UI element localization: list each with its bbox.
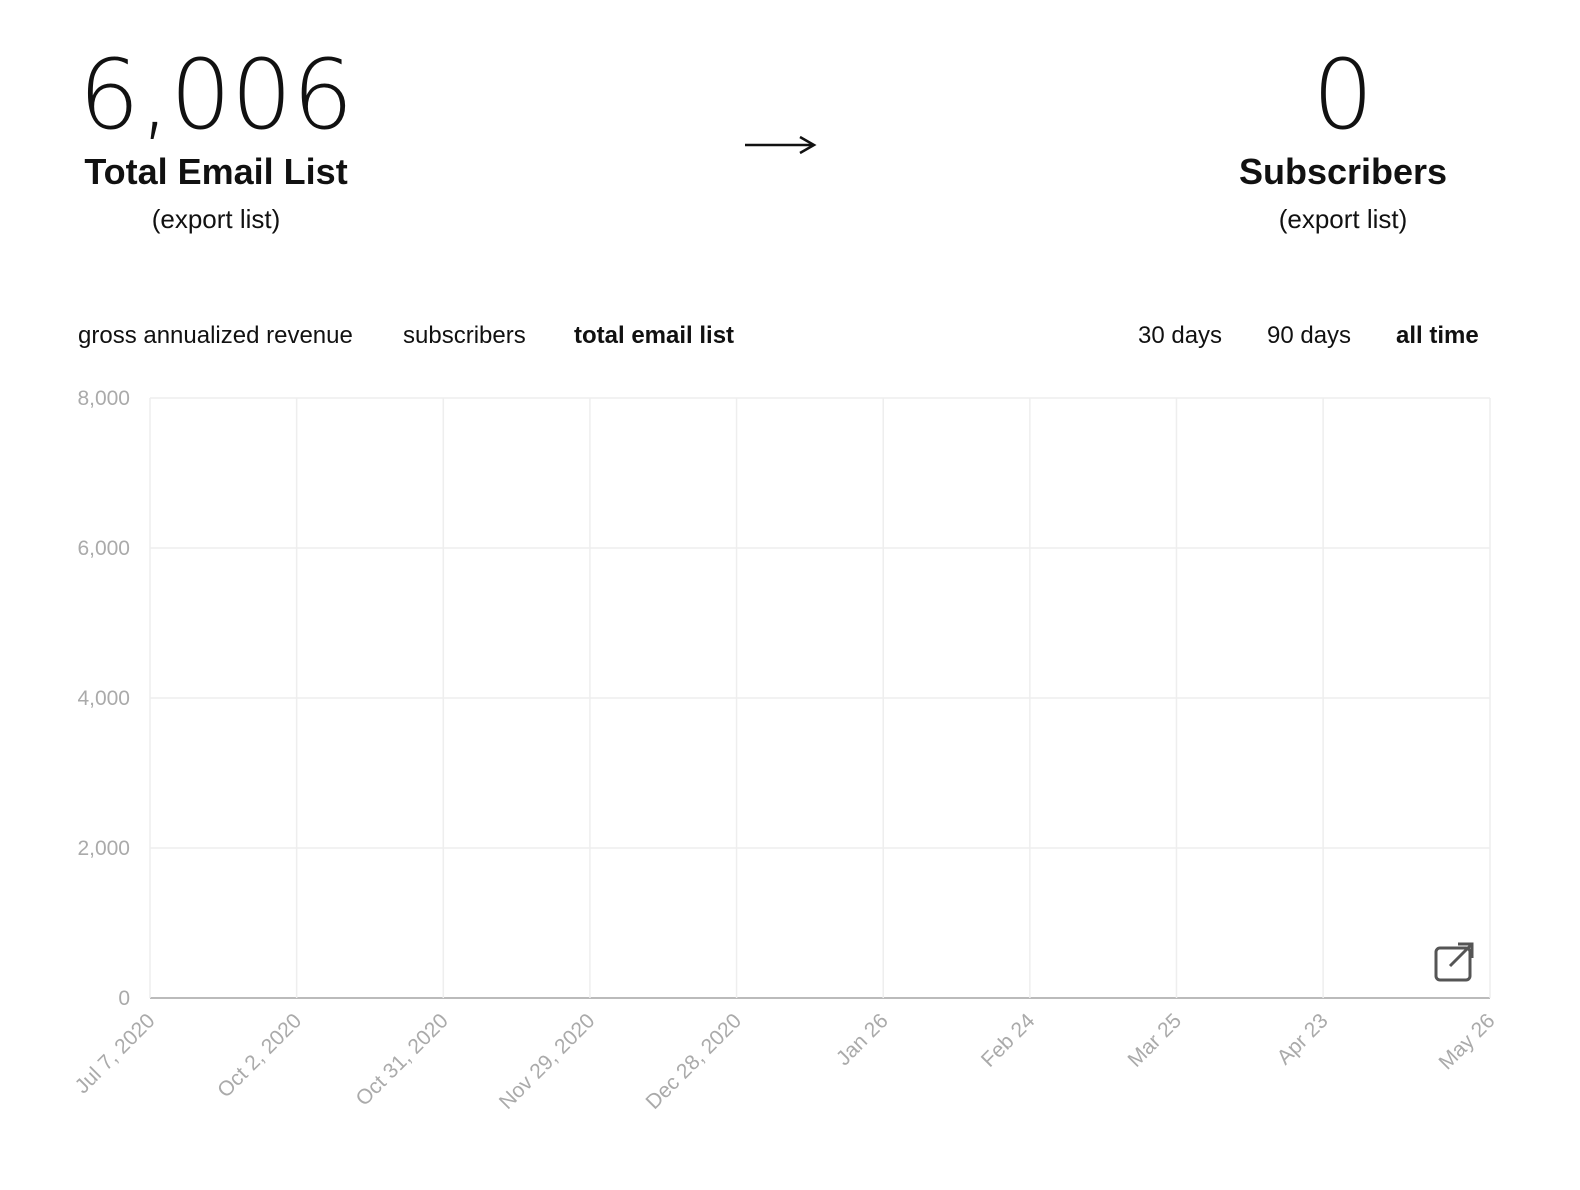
range-tab[interactable]: all time — [1396, 322, 1479, 349]
x-tick-label: Oct 31, 2020 — [352, 1009, 453, 1110]
tabs: gross annualized revenue subscribers total… — [78, 322, 1479, 349]
y-tick-label: 4,000 — [77, 687, 130, 710]
stat-value: 0 — [1312, 39, 1373, 151]
x-tick-label: Apr 23 — [1273, 1009, 1333, 1069]
stat-label: Subscribers — [1239, 151, 1447, 192]
range-tab[interactable]: 30 days — [1138, 322, 1222, 349]
x-tick-label: Mar 25 — [1124, 1009, 1186, 1071]
x-tick-label: May 26 — [1435, 1009, 1500, 1074]
chart: 0 2,000 4,000 6,000 8,000 Jul 7, 2020 Oct 2, 2… — [71, 387, 1500, 1114]
stat-left: 6,006 Total Email List (export list) — [79, 39, 354, 234]
x-tick-label: Dec 28, 2020 — [641, 1009, 746, 1114]
x-tick-label: Jan 26 — [832, 1009, 893, 1070]
open-external-icon[interactable] — [1434, 942, 1474, 982]
range-tab[interactable]: 90 days — [1267, 322, 1351, 349]
x-tick-label: Nov 29, 2020 — [495, 1009, 600, 1114]
stat-right: 0 Subscribers (export list) — [1239, 39, 1447, 234]
metric-tab[interactable]: total email list — [574, 322, 734, 349]
y-tick-label: 2,000 — [77, 837, 130, 860]
stat-value: 6,006 — [79, 39, 354, 151]
export-link[interactable]: (export list) — [152, 204, 281, 234]
y-tick-label: 6,000 — [77, 537, 130, 560]
export-link[interactable]: (export list) — [1279, 204, 1408, 234]
x-tick-label: Feb 24 — [977, 1009, 1040, 1072]
arrow — [745, 135, 817, 155]
stat-label: Total Email List — [84, 151, 347, 192]
x-tick-label: Jul 7, 2020 — [71, 1009, 160, 1098]
metric-tab[interactable]: gross annualized revenue — [78, 322, 353, 349]
x-tick-label: Oct 2, 2020 — [213, 1009, 306, 1102]
y-tick-label: 0 — [118, 987, 130, 1010]
y-tick-label: 8,000 — [77, 387, 130, 410]
metric-tab[interactable]: subscribers — [403, 322, 526, 349]
